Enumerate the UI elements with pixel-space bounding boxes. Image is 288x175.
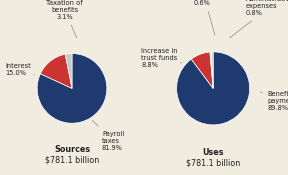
Wedge shape <box>37 54 107 123</box>
Wedge shape <box>210 52 213 88</box>
Text: Administrative
expenses
0.8%: Administrative expenses 0.8% <box>230 0 288 38</box>
Wedge shape <box>177 52 250 125</box>
Wedge shape <box>40 54 72 88</box>
Text: Taxation of
benefits
3.1%: Taxation of benefits 3.1% <box>46 0 83 38</box>
Text: Interest
15.0%: Interest 15.0% <box>5 64 34 76</box>
Text: Uses: Uses <box>202 148 224 157</box>
Wedge shape <box>211 52 213 88</box>
Wedge shape <box>65 54 72 88</box>
Text: $781.1 billion: $781.1 billion <box>186 158 240 167</box>
Text: Railroad
Retirement
financial
interchange
0.6%: Railroad Retirement financial interchang… <box>182 0 222 35</box>
Text: Payroll
taxes
81.9%: Payroll taxes 81.9% <box>92 120 124 151</box>
Wedge shape <box>191 52 213 88</box>
Text: Sources: Sources <box>54 145 90 155</box>
Text: Increase in
trust funds
8.8%: Increase in trust funds 8.8% <box>141 48 182 68</box>
Text: Benefit
payments
89.8%: Benefit payments 89.8% <box>260 91 288 111</box>
Text: $781.1 billion: $781.1 billion <box>45 155 99 164</box>
